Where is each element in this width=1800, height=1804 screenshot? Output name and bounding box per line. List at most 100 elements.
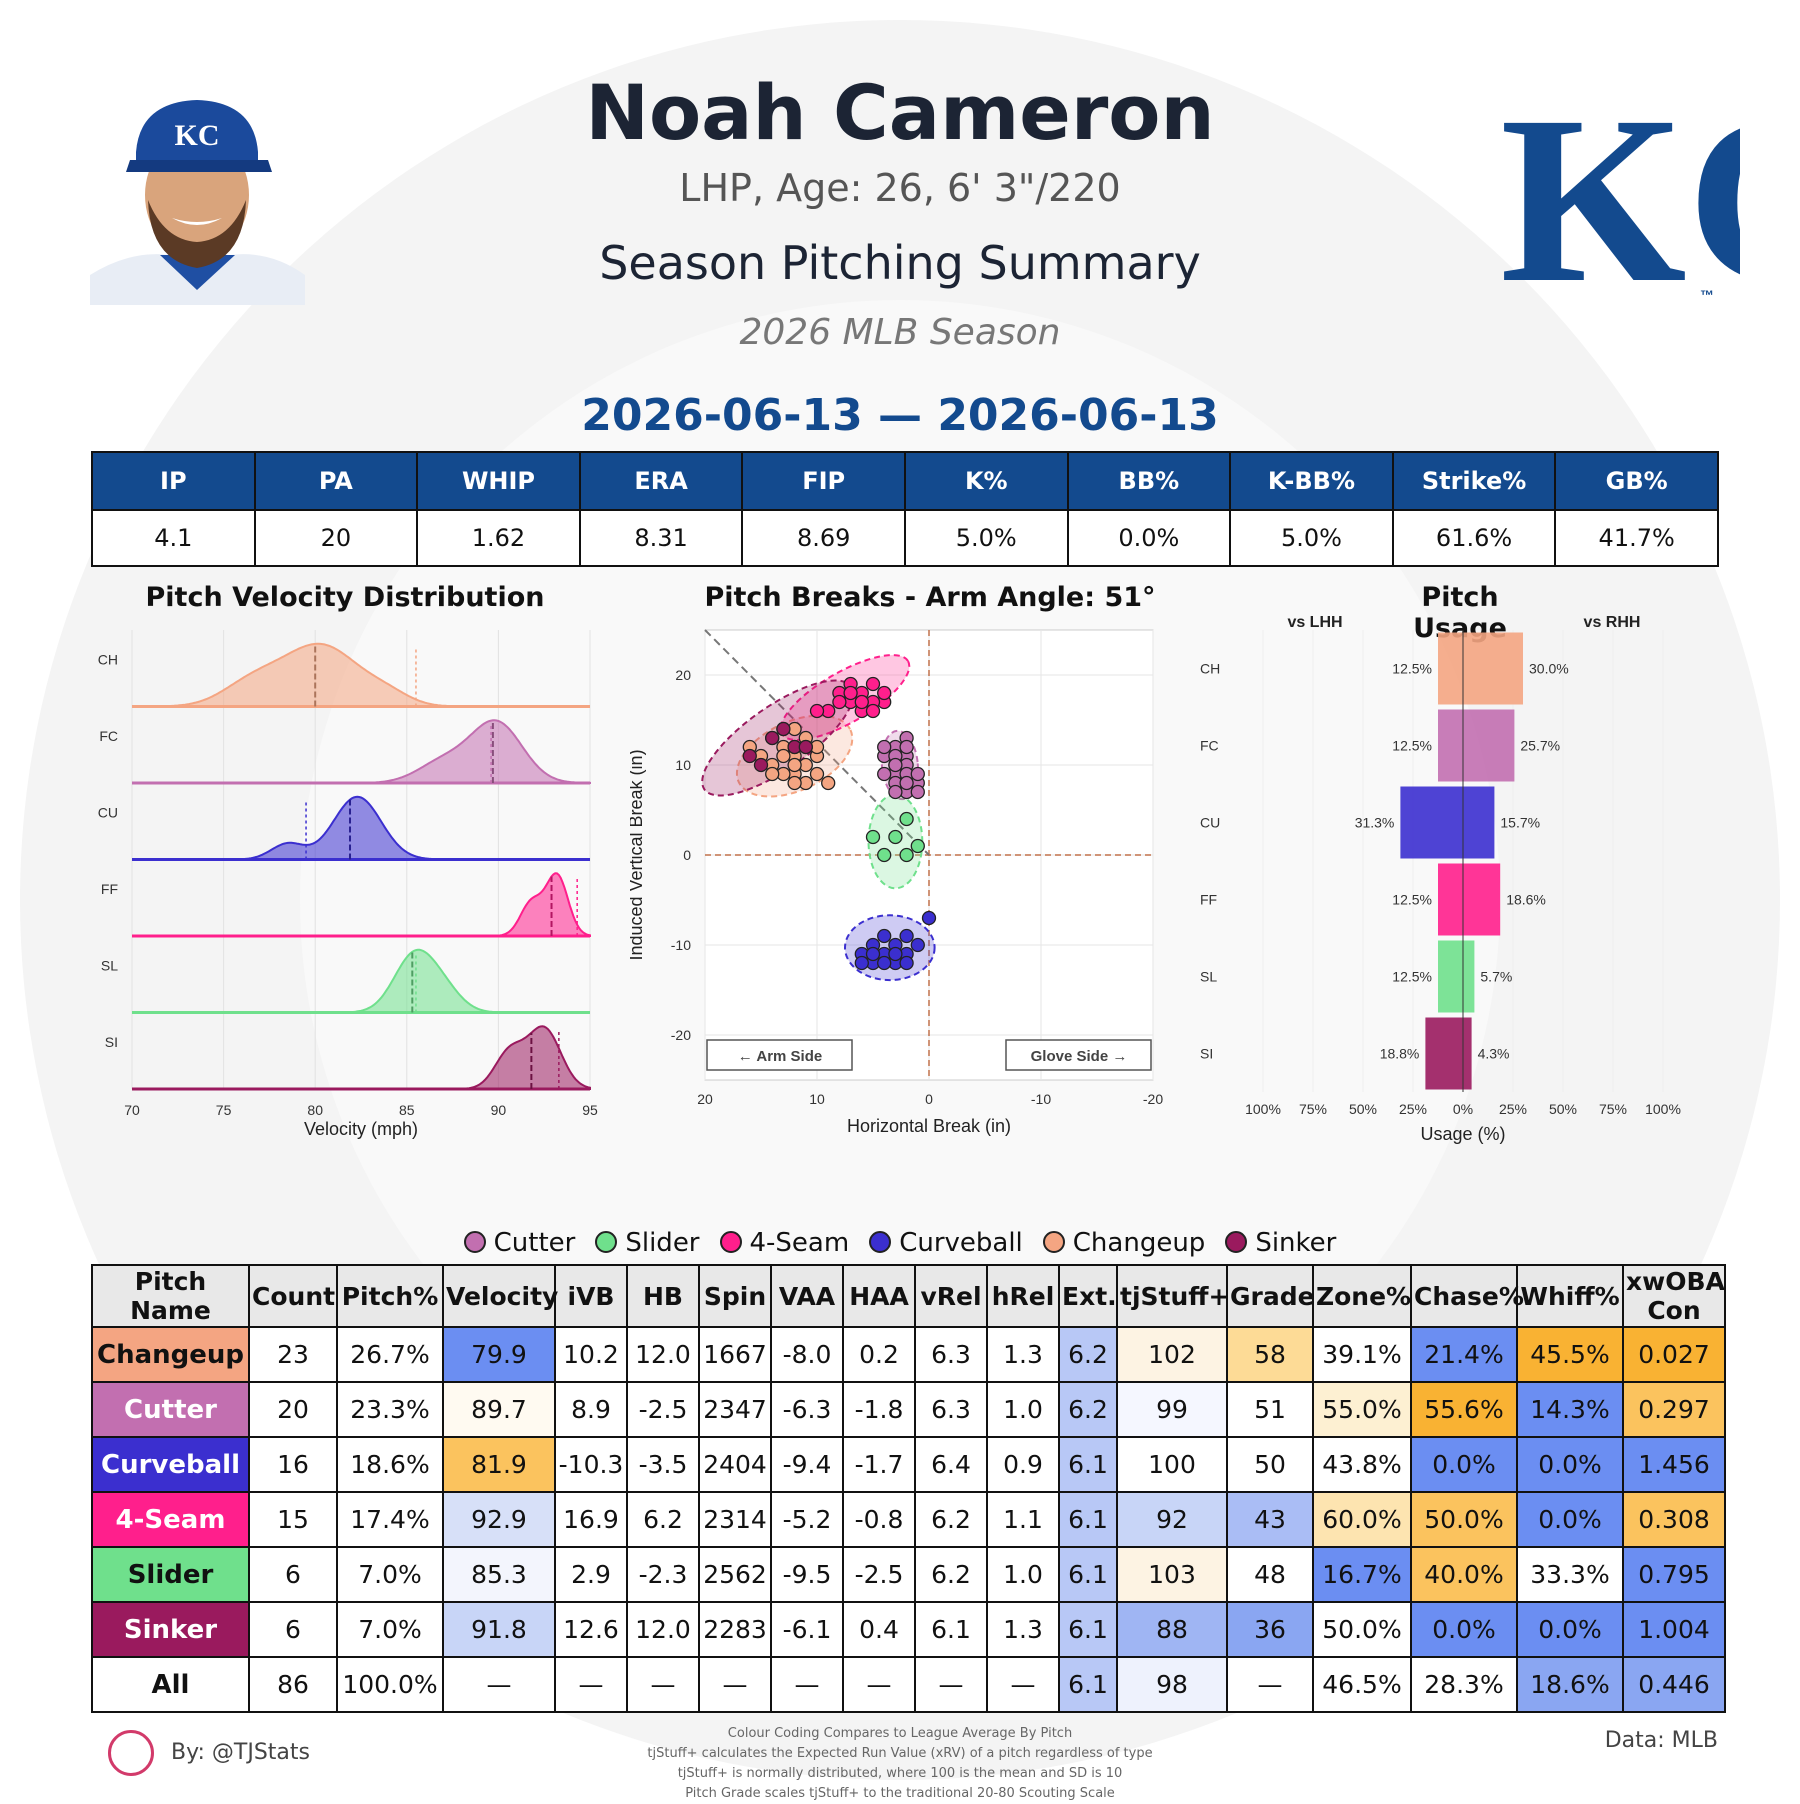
pitch-table-cell: -9.5: [770, 1546, 844, 1603]
usage-category-label: FC: [1200, 738, 1219, 754]
usage-bar-lhh-FC: [1438, 709, 1463, 782]
velocity-row-label: SL: [101, 957, 118, 973]
break-point-FF: [865, 703, 881, 719]
summary-header-cell: IP: [91, 451, 256, 511]
glove-side-box: [1005, 1039, 1152, 1071]
pitch-table-cell: 1.3: [986, 1601, 1060, 1658]
tjstats-logo-icon: [108, 1730, 154, 1776]
velocity-tick-label: 70: [124, 1102, 140, 1118]
pitch-table-cell: -1.7: [842, 1436, 916, 1493]
pitch-table-cell: 0.4: [842, 1601, 916, 1658]
pitch-table-cell: 6.4: [914, 1436, 988, 1493]
pitch-name-cell: 4-Seam: [91, 1491, 250, 1548]
break-point-SL: [877, 847, 892, 863]
summary-value-cell: 1.62: [416, 509, 581, 567]
usage-tick-label: 0%: [1453, 1101, 1473, 1117]
summary-header-cell: ERA: [578, 451, 744, 511]
usage-tick-label: 50%: [1549, 1101, 1577, 1117]
summary-value-cell: 61.6%: [1391, 509, 1557, 567]
break-point-CU: [854, 955, 869, 971]
usage-value-rhh: 18.6%: [1506, 892, 1546, 908]
pitch-table-cell: 79.9: [442, 1326, 556, 1383]
pitch-table-cell: 33.3%: [1516, 1546, 1624, 1603]
footnotes: Colour Coding Compares to League Average…: [0, 1724, 1800, 1804]
summary-header-cell: FIP: [741, 451, 906, 511]
summary-values-row: 4.1 20 1.62 8.31 8.69 5.0% 0.0% 5.0% 61.6% 41.7%: [91, 509, 1719, 567]
pitch-table-cell: 2283: [698, 1601, 772, 1658]
pitch-table-column-header: Zone%: [1312, 1264, 1412, 1328]
legend-label: Curveball: [899, 1228, 1023, 1258]
pitch-table-cell: —: [986, 1656, 1060, 1713]
pitch-table-column-header: Pitch%: [336, 1264, 444, 1328]
legend-item: Slider: [595, 1228, 700, 1258]
velocity-density-CH: [132, 642, 590, 708]
pitch-table-cell: 12.0: [626, 1326, 700, 1383]
pitch-table-cell: 91.8: [442, 1601, 556, 1658]
velocity-density-FC: [132, 719, 591, 784]
pitch-table-cell: 58: [1226, 1326, 1314, 1383]
pitch-table-cell: -6.1: [770, 1601, 844, 1658]
table-row: All 86 100.0% — — — — — — — —6.1 98—46.5% 28.3% 18.6%…: [91, 1656, 1726, 1713]
pitch-table-cell: 0.446: [1622, 1656, 1726, 1713]
pitch-break-chart: 20 10 0 -10 -20 20 10 0 -10 -20 ← Arm Side Glove Si…: [630, 629, 1163, 1136]
date-range: 2026-06-13 — 2026-06-13: [581, 390, 1219, 441]
pitch-table-cell: 50.0%: [1312, 1601, 1412, 1658]
pitch-table-cell: —: [554, 1656, 628, 1713]
pitch-table-column-header: iVB: [554, 1264, 628, 1328]
pitch-table-cell: 88: [1116, 1601, 1228, 1658]
break-point-CU: [888, 946, 903, 962]
table-row: 4-Seam 15 17.4% 92.9 16.9 6.2 2314 -5.2 -0.8 6.2 1…: [91, 1491, 1726, 1548]
legend-item: Changeup: [1042, 1228, 1205, 1258]
pitch-table-column-header: tjStuff+: [1116, 1264, 1229, 1328]
pitch-table-cell: -2.3: [626, 1546, 700, 1603]
pitch-table-cell: 21.4%: [1410, 1326, 1518, 1383]
arm-side-box: [706, 1039, 853, 1071]
table-row: Changeup 23 26.7% 79.9 10.2 12.0 1667 -8.0 0.2 6.…: [91, 1326, 1726, 1383]
break-point-SI: [742, 748, 757, 764]
pitch-table-cell: —: [1226, 1656, 1314, 1713]
usage-value-rhh: 5.7%: [1480, 969, 1512, 985]
pitch-table-cell: 6.1: [1058, 1436, 1118, 1493]
pitch-table-cell: 6.2: [626, 1491, 700, 1548]
break-point-CU: [865, 946, 881, 962]
pitch-table-column-header: xwOBA Con: [1622, 1264, 1726, 1328]
pitch-table-column-header: Pitch Name: [91, 1264, 250, 1328]
pitch-table-cell: 98: [1116, 1656, 1228, 1713]
pitch-table-cell: 1.0: [986, 1381, 1060, 1438]
pitch-table-cell: 51: [1226, 1381, 1314, 1438]
velocity-tick-label: 75: [216, 1102, 232, 1118]
velocity-axis-label: Velocity (mph): [304, 1119, 418, 1139]
pitch-table-column-header: Whiff%: [1516, 1264, 1624, 1328]
usage-right-label: vs RHH: [1584, 614, 1641, 631]
usage-bar-rhh-CH: [1463, 632, 1523, 705]
pitch-table-cell: 6.1: [1058, 1656, 1118, 1713]
pitch-table-cell: —: [698, 1656, 772, 1713]
usage-tick-label: 100%: [1645, 1101, 1681, 1117]
svg-text:KC: KC: [175, 119, 220, 152]
legend-marker-icon: [719, 1231, 742, 1253]
pitch-table-cell: 14.3%: [1516, 1381, 1624, 1438]
pitch-table-cell: 6.2: [914, 1546, 988, 1603]
break-point-CU: [877, 955, 892, 971]
break-point-FF: [877, 685, 892, 701]
usage-value-rhh: 30.0%: [1529, 661, 1569, 677]
usage-tick-label: 75%: [1599, 1101, 1627, 1117]
break-x-tick: 0: [925, 1091, 933, 1107]
break-point-SL: [865, 829, 881, 845]
usage-chart-title: Pitch Usage: [1413, 582, 1507, 644]
usage-category-label: SL: [1200, 969, 1217, 985]
arm-side-label: ← Arm Side: [738, 1048, 822, 1065]
velocity-row-label: FC: [99, 728, 118, 744]
pitch-table-cell: 17.4%: [336, 1491, 444, 1548]
pitch-table-cell: 1.004: [1622, 1601, 1726, 1658]
usage-category-label: SI: [1200, 1046, 1213, 1062]
pitch-table-cell: 16: [248, 1436, 338, 1493]
table-row: Sinker 6 7.0% 91.8 12.6 12.0 2283 -6.1 0.4 6.1 1.3…: [91, 1601, 1726, 1658]
break-point-SI: [765, 730, 780, 746]
summary-header-row: IP PA WHIP ERA FIP K% BB% K-BB% Strike% GB%: [91, 451, 1719, 511]
season-label: 2026 MLB Season: [739, 312, 1061, 353]
pitch-table-cell: -10.3: [554, 1436, 628, 1493]
usage-bar-rhh-CU: [1463, 786, 1495, 859]
pitch-table-cell: -8.0: [770, 1326, 844, 1383]
pitch-table-column-header: HB: [626, 1264, 700, 1328]
